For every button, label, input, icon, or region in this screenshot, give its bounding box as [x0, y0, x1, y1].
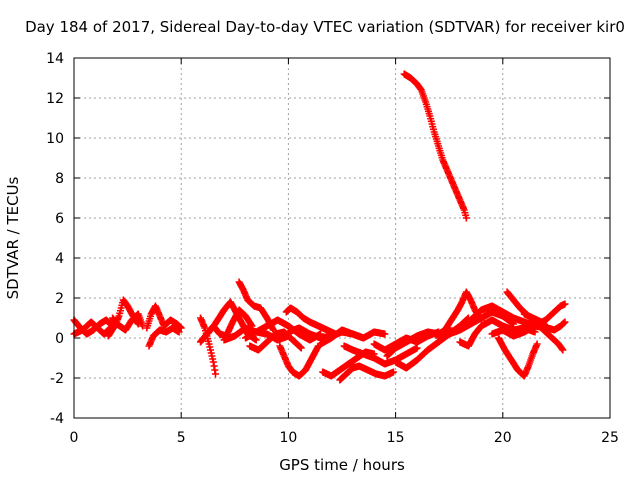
- y-tick-label: 2: [55, 291, 64, 307]
- tick-labels: 0 5 10 15 20 25 -4 -2 0 2 4 6 8 10 12 14: [46, 51, 619, 446]
- series-arc-6: [145, 324, 183, 350]
- data-point: [533, 340, 541, 348]
- y-tick-label: 4: [55, 251, 64, 267]
- series-arc-14: [246, 328, 305, 354]
- data-point: [175, 328, 183, 336]
- x-tick-label: 15: [387, 430, 405, 446]
- series-arc-31: [488, 300, 569, 340]
- x-tick-label: 10: [279, 430, 297, 446]
- series-arc-8: [196, 306, 256, 346]
- x-axis-title: GPS time / hours: [279, 456, 405, 474]
- data-point: [413, 344, 421, 352]
- chart-title: Day 184 of 2017, Sidereal Day-to-day VTE…: [25, 18, 625, 36]
- y-tick-label: 12: [46, 91, 64, 107]
- data-point: [462, 214, 470, 222]
- data-point: [212, 370, 220, 378]
- y-tick-label: 14: [46, 51, 64, 67]
- data-point: [252, 336, 260, 344]
- plot-frame: [73, 57, 611, 419]
- data-point: [381, 330, 389, 338]
- y-tick-label: -4: [50, 411, 64, 427]
- x-tick-label: 20: [494, 430, 512, 446]
- x-tick-label: 0: [70, 430, 79, 446]
- data-point: [561, 300, 569, 308]
- y-tick-label: 0: [55, 331, 64, 347]
- data-point: [177, 324, 185, 332]
- y-tick-label: -2: [50, 371, 64, 387]
- series-arc-24: [400, 70, 470, 222]
- series-arc-17: [317, 326, 389, 348]
- y-tick-label: 10: [46, 131, 64, 147]
- y-tick-label: 6: [55, 211, 64, 227]
- y-axis-title: SDTVAR / TECUs: [4, 176, 22, 299]
- data-point: [561, 318, 569, 326]
- data-point: [559, 346, 567, 354]
- y-tick-label: 8: [55, 171, 64, 187]
- x-tick-label: 5: [177, 430, 186, 446]
- data-points: [70, 70, 569, 384]
- series-arc-29: [495, 334, 541, 380]
- series-arc-4: [109, 310, 147, 334]
- x-tick-label: 25: [601, 430, 619, 446]
- series-arc-13: [276, 342, 322, 380]
- data-point: [389, 368, 397, 376]
- series-arc-19: [336, 362, 397, 384]
- data-point: [297, 344, 305, 352]
- grid-lines: [74, 58, 610, 418]
- series-arc-5: [143, 302, 185, 332]
- series-arc-32: [520, 310, 569, 334]
